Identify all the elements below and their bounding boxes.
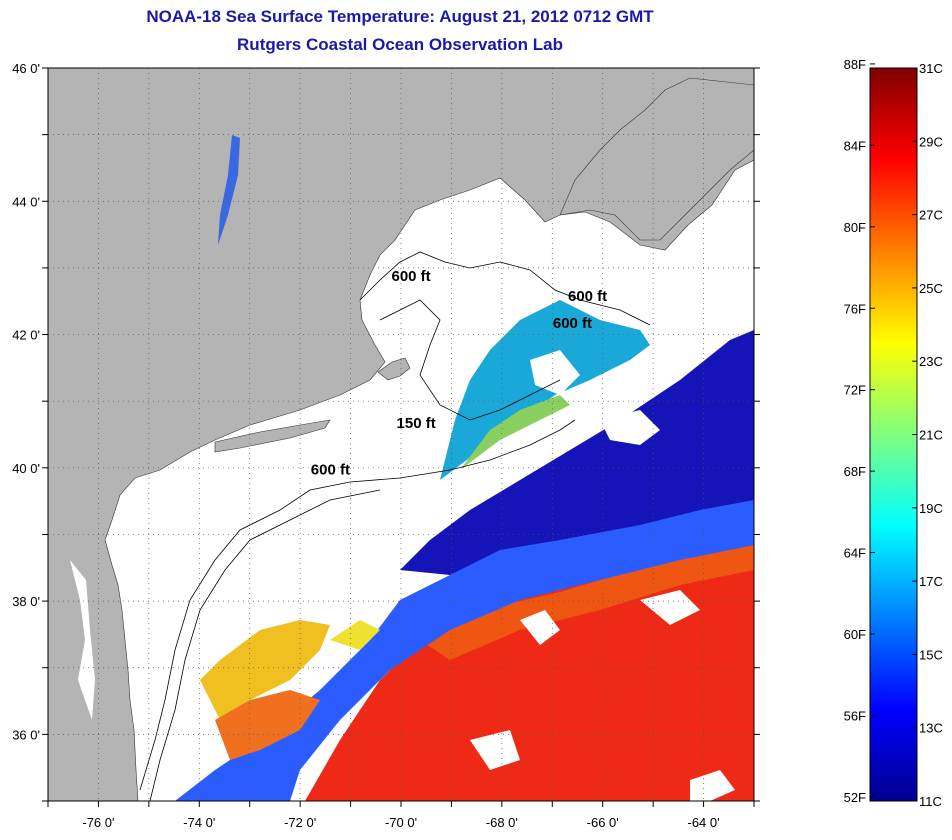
lat-tick-label: 40 0' (12, 461, 40, 476)
contour-label: 150 ft (397, 415, 436, 432)
lat-tick-label: 38 0' (12, 594, 40, 609)
colorbar-label-f: 72F (844, 383, 866, 398)
colorbar-label-f: 64F (844, 546, 866, 561)
colorbar-label-c: 23C (919, 354, 943, 369)
colorbar-label-c: 19C (919, 501, 943, 516)
colorbar-label-c: 13C (919, 721, 943, 736)
colorbar-label-f: 76F (844, 301, 866, 316)
colorbar-label-f: 84F (844, 138, 866, 153)
map-title: NOAA-18 Sea Surface Temperature: August … (146, 7, 654, 26)
graticule (48, 68, 754, 801)
colorbar-label-f: 60F (844, 627, 866, 642)
axis-ticks: 46 0' 44 0' 42 0' 40 0' 38 0' 36 0' -76 0' -74 … (12, 61, 760, 830)
lon-tick-label: -74 0' (183, 815, 215, 830)
lon-tick-label: -72 0' (284, 815, 316, 830)
colorbar-label-c: 25C (919, 281, 943, 296)
bathymetry-contours (139, 251, 651, 801)
colorbar-label-f: 56F (844, 708, 866, 723)
colorbar-label-c: 21C (919, 428, 943, 443)
colorbar-label-c: 27C (919, 208, 943, 223)
contour-label-group: 600 ft 600 ft 600 ft 150 ft 600 ft (311, 268, 607, 478)
colorbar-label-f: 52F (844, 790, 866, 805)
colorbar-label-f: 80F (844, 220, 866, 235)
sst-field (175, 300, 754, 801)
colorbar-label-c: 29C (919, 134, 943, 149)
colorbar-label-f: 88F (844, 57, 866, 72)
contour-label: 600 ft (553, 315, 592, 332)
colorbar (869, 67, 918, 802)
colorbar-label-c: 15C (919, 647, 943, 662)
contour-label: 600 ft (311, 461, 350, 478)
lon-tick-label: -70 0' (385, 815, 417, 830)
colorbar-label-c: 11C (919, 794, 942, 809)
lon-tick-label: -76 0' (82, 815, 114, 830)
lat-tick-label: 42 0' (12, 328, 40, 343)
colorbar-label-c: 17C (919, 574, 943, 589)
lon-tick-label: -66 0' (587, 815, 619, 830)
contour-label: 600 ft (568, 288, 607, 305)
lon-tick-label: -64 0' (688, 815, 720, 830)
lat-tick-label: 44 0' (12, 194, 40, 209)
colorbar-label-f: 68F (844, 464, 866, 479)
lat-tick-label: 46 0' (12, 61, 40, 76)
chesapeake-bay (70, 560, 95, 720)
inland-lake (218, 135, 240, 245)
long-island (214, 419, 331, 453)
lat-tick-label: 36 0' (12, 727, 40, 742)
lon-tick-label: -68 0' (486, 815, 518, 830)
cape-cod (377, 357, 411, 381)
colorbar-labels: 31C 29C 27C 25C 23C 21C 19C 17C 15C 13C 11C 88F 84F 8… (844, 57, 943, 809)
map-subtitle: Rutgers Coastal Ocean Observation Lab (237, 35, 563, 54)
land-mass (48, 68, 754, 801)
colorbar-label-c: 31C (919, 61, 943, 76)
contour-label: 600 ft (391, 268, 430, 285)
